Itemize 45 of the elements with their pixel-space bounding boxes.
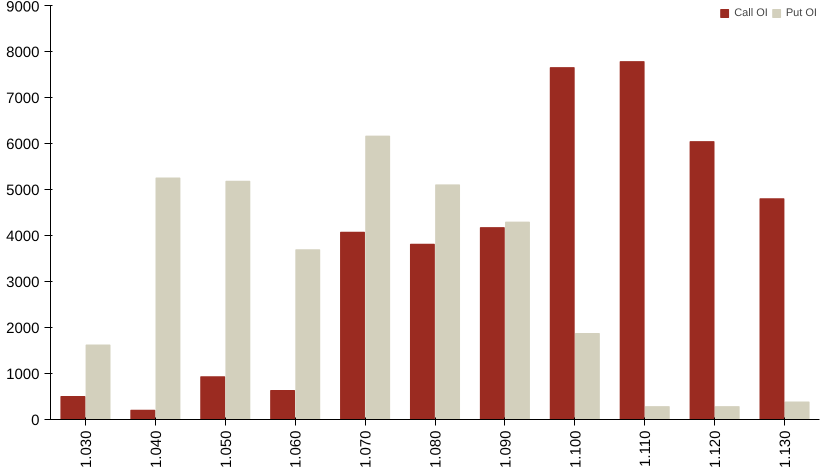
bar (480, 227, 505, 420)
bar (60, 396, 86, 420)
y-tick-label: 4000 (6, 228, 40, 245)
x-tick-label: 1.030 (78, 430, 95, 468)
legend-label: Call OI (734, 7, 768, 19)
bar (620, 61, 645, 420)
bar (644, 406, 670, 420)
bar (340, 232, 365, 420)
x-tick-label: 1.070 (358, 430, 375, 468)
bar (86, 344, 110, 420)
y-tick-label: 9000 (6, 0, 40, 16)
y-tick-label: 5000 (6, 182, 40, 199)
x-tick-label: 1.100 (567, 430, 584, 468)
y-tick-label: 0 (31, 412, 40, 429)
y-tick-label: 8000 (6, 44, 40, 61)
bar (784, 402, 810, 420)
bar (574, 332, 600, 420)
bar (295, 249, 320, 420)
x-tick-label: 1.110 (637, 430, 654, 467)
x-tick-label: 1.090 (497, 430, 514, 468)
bar (760, 198, 784, 420)
x-tick-label: 1.080 (428, 430, 444, 468)
bar (410, 244, 435, 420)
legend-label: Put OI (786, 7, 817, 19)
bar (435, 184, 460, 420)
bar (200, 376, 226, 420)
bar (365, 136, 390, 420)
y-tick-label: 3000 (6, 274, 40, 291)
bar (225, 180, 250, 420)
bar (270, 390, 296, 420)
bar (130, 410, 156, 420)
x-tick-label: 1.040 (148, 430, 165, 468)
y-tick-label: 6000 (6, 136, 40, 153)
y-tick-label: 2000 (6, 320, 40, 337)
bar (690, 141, 715, 420)
bar (714, 406, 740, 420)
x-tick-label: 1.120 (707, 430, 724, 468)
bar (155, 178, 180, 420)
x-tick-label: 1.060 (288, 430, 305, 468)
bar (550, 67, 575, 420)
x-tick-label: 1.130 (777, 430, 794, 468)
bar (505, 222, 530, 420)
x-tick-label: 1.050 (218, 430, 235, 468)
y-tick-label: 7000 (6, 90, 40, 107)
y-tick-label: 1000 (6, 366, 40, 383)
